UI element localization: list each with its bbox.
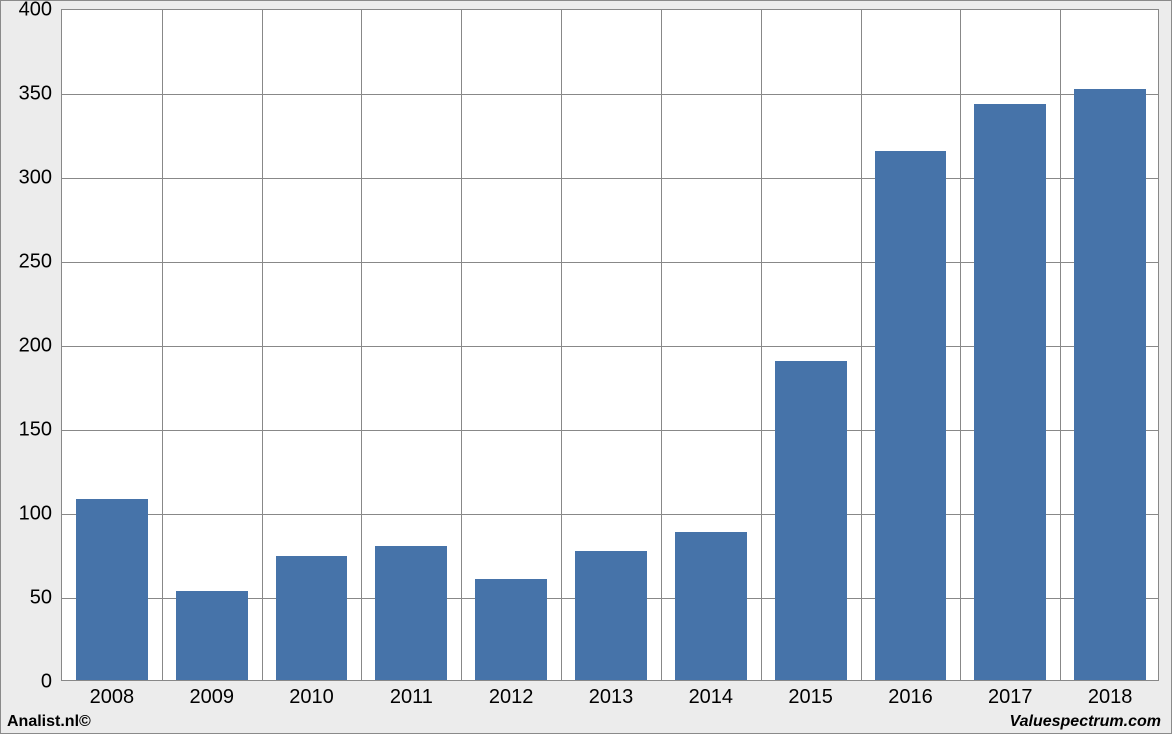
- gridline-vertical: [861, 10, 862, 680]
- bar: [176, 591, 248, 680]
- bar: [875, 151, 947, 680]
- x-axis-tick-label: 2011: [390, 686, 433, 709]
- y-axis-tick-label: 400: [19, 0, 52, 22]
- x-axis-tick-label: 2017: [988, 686, 1033, 709]
- gridline-vertical: [561, 10, 562, 680]
- gridline-vertical: [1060, 10, 1061, 680]
- x-axis-tick-label: 2014: [689, 686, 734, 709]
- x-axis-tick-label: 2016: [888, 686, 933, 709]
- bar: [76, 499, 148, 680]
- bar: [475, 579, 547, 680]
- gridline-vertical: [960, 10, 961, 680]
- y-axis-tick-label: 200: [19, 335, 52, 358]
- y-axis-tick-label: 0: [41, 671, 52, 694]
- footer-left-text: Analist.nl©: [7, 713, 91, 731]
- y-axis-tick-label: 150: [19, 419, 52, 442]
- bar: [276, 556, 348, 680]
- gridline-horizontal: [62, 94, 1158, 95]
- y-axis-tick-label: 50: [30, 587, 52, 610]
- y-axis-tick-label: 350: [19, 83, 52, 106]
- gridline-vertical: [761, 10, 762, 680]
- gridline-vertical: [262, 10, 263, 680]
- y-axis-tick-label: 100: [19, 503, 52, 526]
- bar: [1074, 89, 1146, 680]
- x-axis-tick-label: 2010: [289, 686, 334, 709]
- bar: [675, 532, 747, 680]
- plot-area: 0501001502002503003504002008200920102011…: [61, 9, 1159, 681]
- x-axis-tick-label: 2009: [189, 686, 234, 709]
- chart-container: 0 50 100 150 200 250 300 350 400 2008 2009 2010 2011…: [0, 0, 1172, 734]
- x-axis-tick-label: 2015: [788, 686, 833, 709]
- x-axis-tick-label: 2018: [1088, 686, 1133, 709]
- bar: [974, 104, 1046, 680]
- bar: [575, 551, 647, 680]
- x-axis-tick-label: 2013: [589, 686, 634, 709]
- gridline-vertical: [661, 10, 662, 680]
- x-axis-tick-label: 2012: [489, 686, 534, 709]
- y-axis-tick-label: 250: [19, 251, 52, 274]
- gridline-vertical: [461, 10, 462, 680]
- bar: [775, 361, 847, 680]
- gridline-vertical: [361, 10, 362, 680]
- x-axis-tick-label: 2008: [90, 686, 135, 709]
- y-axis-tick-label: 300: [19, 167, 52, 190]
- bar: [375, 546, 447, 680]
- footer-right-text: Valuespectrum.com: [1010, 713, 1161, 731]
- gridline-vertical: [162, 10, 163, 680]
